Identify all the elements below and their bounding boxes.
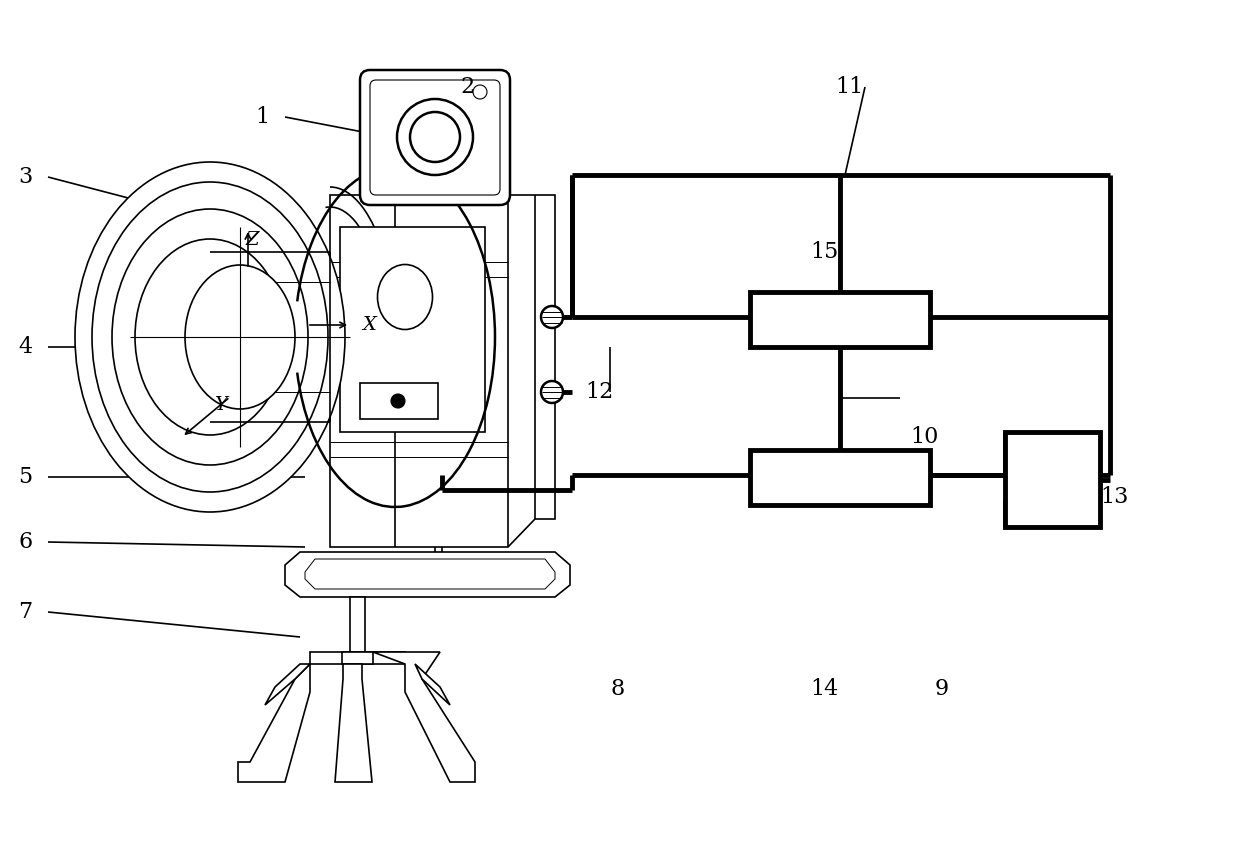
Text: 4: 4 (19, 336, 32, 358)
FancyBboxPatch shape (370, 80, 500, 195)
Text: Y: Y (213, 396, 227, 414)
Text: 5: 5 (19, 466, 32, 488)
Text: 10: 10 (910, 426, 939, 448)
Circle shape (391, 394, 405, 408)
Circle shape (472, 85, 487, 99)
Text: X: X (362, 316, 376, 334)
Polygon shape (330, 195, 556, 547)
Ellipse shape (185, 265, 295, 409)
Polygon shape (238, 664, 310, 782)
Text: 1: 1 (255, 106, 269, 128)
Ellipse shape (74, 162, 345, 512)
Polygon shape (350, 597, 365, 655)
Text: 15: 15 (810, 241, 838, 263)
Polygon shape (310, 652, 405, 664)
Circle shape (410, 112, 460, 162)
Text: 2: 2 (460, 76, 474, 98)
Polygon shape (340, 227, 485, 432)
Text: 8: 8 (610, 678, 624, 700)
Ellipse shape (92, 182, 329, 492)
Polygon shape (342, 652, 373, 664)
Text: 7: 7 (19, 601, 32, 623)
Bar (750, 292, 930, 347)
Polygon shape (305, 559, 556, 589)
Polygon shape (335, 664, 372, 782)
Polygon shape (285, 552, 570, 597)
FancyBboxPatch shape (360, 70, 510, 205)
Bar (360, 383, 438, 419)
Ellipse shape (377, 264, 433, 329)
Text: 12: 12 (585, 381, 614, 403)
Text: 9: 9 (935, 678, 949, 700)
Text: 11: 11 (835, 76, 863, 98)
Ellipse shape (112, 209, 308, 465)
Text: 13: 13 (1100, 486, 1128, 508)
Text: 6: 6 (19, 531, 32, 553)
Circle shape (397, 99, 472, 175)
Polygon shape (373, 652, 475, 782)
Text: 14: 14 (810, 678, 838, 700)
Bar (1004, 432, 1100, 527)
Text: 3: 3 (19, 166, 32, 188)
Bar (750, 450, 930, 505)
Ellipse shape (135, 239, 285, 435)
Circle shape (541, 381, 563, 403)
Circle shape (541, 306, 563, 328)
Text: Z: Z (246, 231, 259, 249)
Polygon shape (265, 664, 310, 705)
Polygon shape (415, 664, 450, 705)
